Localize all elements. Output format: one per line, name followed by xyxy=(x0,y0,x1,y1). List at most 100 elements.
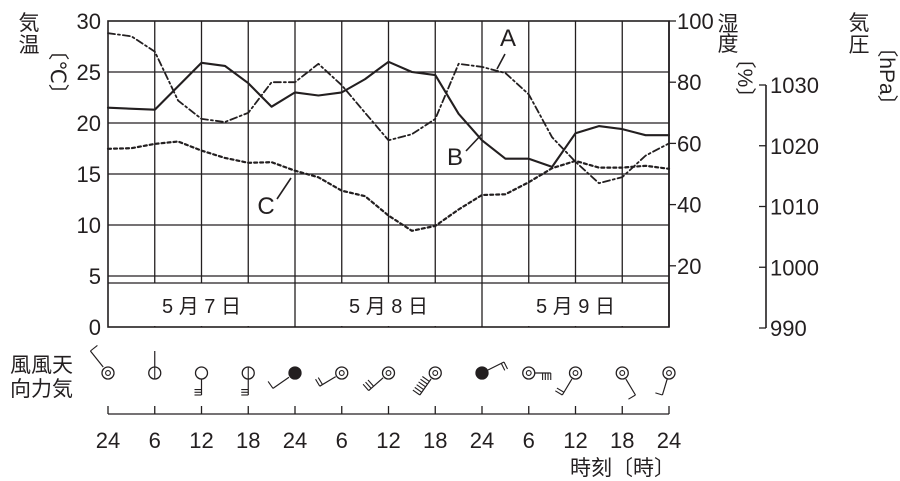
series-a-label: A xyxy=(500,25,516,52)
weather-symbol xyxy=(615,366,636,400)
weather-inner-icon xyxy=(572,370,579,376)
temp-tick-label: 20 xyxy=(77,111,101,136)
wind-staff xyxy=(661,378,668,396)
time-tick-label: 12 xyxy=(189,428,213,453)
weather-rain-icon xyxy=(288,366,302,380)
humidity-axis-title: 度 xyxy=(718,33,739,56)
humidity-tick-label: 20 xyxy=(677,254,701,279)
wind-barb xyxy=(365,381,372,389)
weather-symbol xyxy=(522,366,552,380)
weather-cloudy-icon xyxy=(381,366,396,380)
weather-symbol xyxy=(475,361,508,380)
weather-row-label: 向力気 xyxy=(10,378,73,401)
pressure-tick-label: 1000 xyxy=(770,255,819,280)
time-tick-label: 18 xyxy=(610,428,634,453)
weather-inner-icon xyxy=(432,370,439,376)
wind-barb xyxy=(655,392,663,396)
weather-symbol xyxy=(315,366,349,387)
weather-symbol xyxy=(89,344,115,380)
day-label: 5 月 8 日 xyxy=(349,296,428,318)
time-tick-label: 6 xyxy=(523,428,535,453)
temp-axis-title: 気 xyxy=(19,12,40,35)
weather-inner-icon xyxy=(338,370,345,376)
weather-symbol xyxy=(267,366,302,389)
temp-tick-label: 10 xyxy=(77,213,101,238)
weather-symbol xyxy=(555,366,583,396)
weather-cloudy-icon xyxy=(568,366,583,380)
humidity-tick-label: 80 xyxy=(677,70,701,95)
series-c-label: C xyxy=(257,193,274,220)
wind-barb xyxy=(315,378,321,387)
wind-barb xyxy=(362,383,370,391)
wind-barb xyxy=(420,378,428,385)
axes: 0 5 10 15 20 25 30 気温 〔℃〕 20 40 60 80 100 湿度〔%〕 990 1000… xyxy=(19,9,899,480)
weather-symbol xyxy=(655,366,676,396)
series-a-leader xyxy=(496,53,506,70)
wind-barb xyxy=(90,344,98,352)
wind-barb xyxy=(367,379,375,387)
wind-staff xyxy=(625,378,636,396)
temp-tick-label: 5 xyxy=(89,264,101,289)
weather-cloud-free-icon xyxy=(194,366,209,380)
time-tick-label: 24 xyxy=(657,428,681,453)
weather-symbol xyxy=(362,366,396,392)
weather-row-label: 風風天 xyxy=(10,354,73,377)
wind-staff xyxy=(89,350,104,368)
humidity-tick-label: 60 xyxy=(677,131,701,156)
day-label: 5 月 7 日 xyxy=(162,296,241,318)
weather-symbol xyxy=(194,366,209,396)
series-a-line xyxy=(107,32,670,185)
wind-barb xyxy=(317,377,323,385)
weather-inner-icon xyxy=(525,370,532,376)
chart-labels: 5 月 7 日 5 月 8 日 5 月 9 日 A B C xyxy=(162,25,615,318)
data-series xyxy=(106,32,671,232)
weather-cloudy-icon xyxy=(662,366,676,380)
temp-tick-label: 25 xyxy=(77,60,101,85)
wind-barb xyxy=(628,394,636,400)
time-tick-label: 18 xyxy=(423,428,447,453)
weather-cloudy-icon xyxy=(522,366,536,380)
time-tick-label: 24 xyxy=(470,428,494,453)
weather-cloudy-icon xyxy=(335,366,349,380)
wind-barb xyxy=(500,363,506,371)
pressure-tick-label: 1030 xyxy=(770,73,819,98)
weather-inner-icon xyxy=(385,370,392,376)
temp-tick-label: 30 xyxy=(77,9,101,34)
humidity-tick-label: 40 xyxy=(677,193,701,218)
wind-barb xyxy=(418,381,426,388)
time-tick-label: 24 xyxy=(96,428,120,453)
temp-tick-label: 15 xyxy=(77,162,101,187)
series-c-line xyxy=(106,140,671,232)
humidity-axis-unit: 〔%〕 xyxy=(733,48,756,109)
wind-barb xyxy=(422,376,430,382)
day-label: 5 月 9 日 xyxy=(536,296,615,318)
weather-cloudy-icon xyxy=(615,366,629,380)
plot-grid xyxy=(107,20,670,328)
weather-cloudy-icon xyxy=(428,366,442,380)
humidity-axis-title: 湿 xyxy=(718,13,739,36)
weather-inner-icon xyxy=(666,370,672,376)
wind-staff xyxy=(561,378,573,396)
series-b-line xyxy=(106,60,671,168)
pressure-axis-title: 気 xyxy=(849,12,870,35)
weather-symbol xyxy=(412,366,442,396)
wind-barb xyxy=(412,389,421,396)
wind-barb xyxy=(556,387,565,393)
wind-staff xyxy=(272,376,290,389)
pressure-tick-label: 1020 xyxy=(770,134,819,159)
time-tick-label: 12 xyxy=(376,428,400,453)
wind-barb xyxy=(414,386,423,393)
weather-symbol xyxy=(241,366,255,396)
series-b-leader xyxy=(465,133,483,152)
temp-axis-title: 温 xyxy=(19,34,40,57)
weather-inner-icon xyxy=(619,370,626,376)
series-c-leader xyxy=(276,177,292,200)
day-strip xyxy=(109,283,668,326)
weather-clear-icon xyxy=(101,366,115,380)
weather-inner-icon xyxy=(105,370,111,376)
pressure-axis-title: 圧 xyxy=(849,34,870,57)
temp-tick-label: 0 xyxy=(89,315,101,340)
weather-symbol xyxy=(148,351,162,380)
wind-barb xyxy=(416,384,424,391)
time-axis-title: 時刻〔時〕 xyxy=(570,457,675,480)
